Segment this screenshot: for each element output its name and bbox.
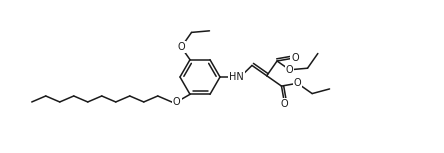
Text: O: O: [280, 99, 288, 109]
Text: O: O: [178, 42, 185, 52]
Text: O: O: [173, 97, 181, 107]
Text: O: O: [286, 65, 293, 75]
Text: O: O: [291, 53, 299, 63]
Text: HN: HN: [229, 72, 244, 82]
Text: O: O: [293, 78, 301, 88]
